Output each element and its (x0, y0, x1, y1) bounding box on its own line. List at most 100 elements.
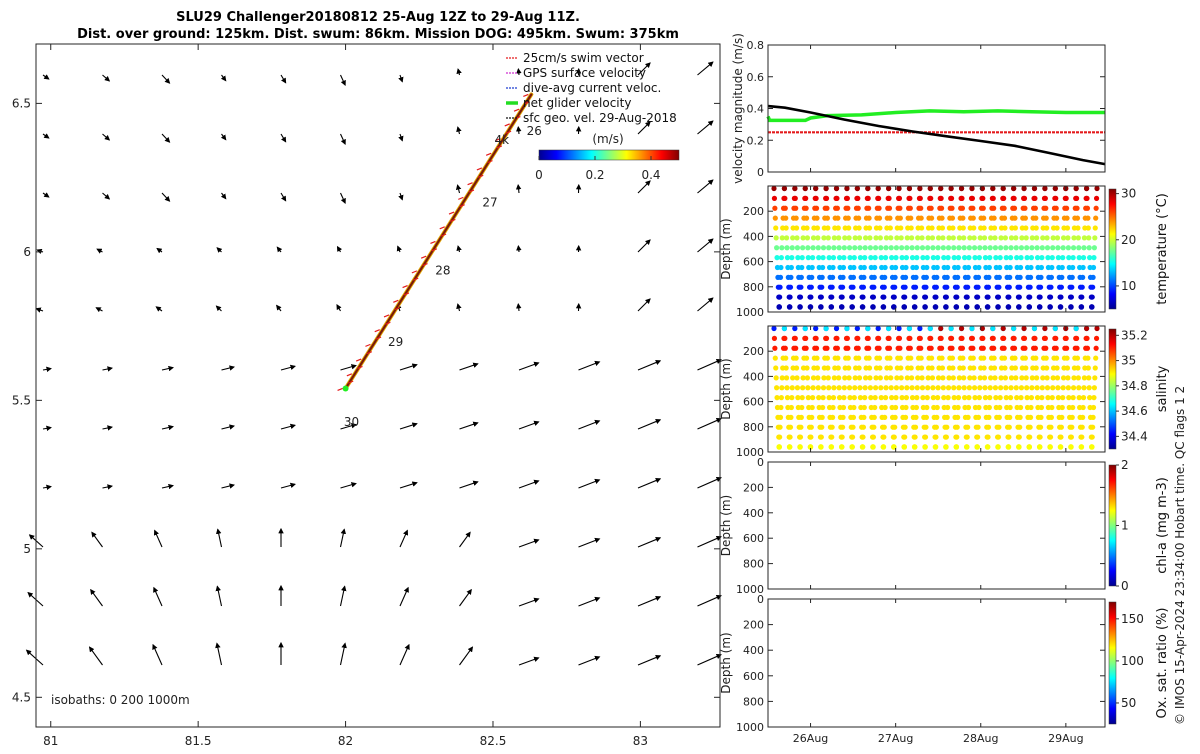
profile-point (985, 434, 990, 439)
profile-point (841, 405, 846, 410)
profile-point (784, 225, 789, 230)
profile-point (793, 346, 798, 351)
profile-point (1027, 434, 1032, 439)
profile-point (1039, 405, 1044, 410)
profile-point (1066, 385, 1071, 390)
profile-point (933, 434, 938, 439)
profile-point (901, 304, 907, 310)
profile-point (981, 206, 986, 211)
profile-point (967, 245, 972, 250)
profile-point (1028, 285, 1033, 290)
profile-point (870, 304, 876, 310)
profile-point (776, 444, 782, 450)
current-arrow (97, 249, 102, 252)
profile-point (774, 235, 779, 240)
profile-point (857, 385, 862, 390)
profile-point (897, 206, 902, 211)
profile-point (800, 385, 805, 390)
map-y-tick-label: 4.5 (12, 690, 31, 704)
current-arrow (36, 309, 43, 311)
profile-point (971, 365, 976, 370)
profile-point (808, 294, 813, 299)
profile-point (1044, 365, 1049, 370)
profile-point (987, 255, 992, 260)
profile-point (1084, 196, 1089, 201)
profile-point (1023, 356, 1028, 361)
profile-point (876, 326, 881, 331)
profile-point (1093, 356, 1098, 361)
profile-point (804, 356, 809, 361)
current-arrow (518, 246, 519, 252)
panel-colorbar (1109, 602, 1116, 724)
current-arrow (519, 422, 539, 429)
profile-point (929, 206, 934, 211)
current-arrow (162, 75, 170, 83)
profile-point (835, 346, 840, 351)
current-arrow (217, 248, 221, 252)
profile-point (1075, 356, 1080, 361)
profile-point (1032, 326, 1037, 331)
profile-point (798, 285, 803, 290)
profile-point (834, 196, 839, 201)
profile-point (816, 385, 821, 390)
profile-point (866, 206, 871, 211)
profile-point (930, 245, 935, 250)
profile-point (1029, 255, 1034, 260)
profile-point (991, 196, 996, 201)
profile-point (997, 275, 1002, 280)
profile-point (924, 265, 929, 270)
profile-point (897, 196, 902, 201)
profile-point (861, 415, 866, 420)
profile-point (1086, 375, 1091, 380)
current-arrow (579, 539, 600, 547)
profile-point (1014, 245, 1019, 250)
profile-point (856, 346, 861, 351)
profile-point (823, 186, 828, 191)
profile-point (782, 196, 787, 201)
profile-point (872, 275, 877, 280)
profile-point (975, 425, 980, 430)
profile-point (1019, 385, 1024, 390)
profile-point (1021, 186, 1026, 191)
profile-point (1028, 415, 1033, 420)
profile-point (792, 326, 797, 331)
profile-point (1033, 346, 1038, 351)
swim-vector (412, 271, 417, 273)
profile-point (783, 356, 788, 361)
y-tick-label: 600 (743, 670, 764, 683)
profile-point (1044, 356, 1049, 361)
profile-point (809, 415, 814, 420)
profile-point (1028, 425, 1033, 430)
profile-point (1069, 434, 1074, 439)
current-arrow (458, 185, 460, 193)
profile-point (1047, 444, 1053, 450)
profile-point (1006, 304, 1012, 310)
current-arrow (698, 180, 713, 193)
current-arrow (698, 360, 721, 370)
profile-point (977, 385, 982, 390)
profile-point (888, 375, 893, 380)
profile-point (1048, 285, 1053, 290)
profile-point (849, 304, 855, 310)
profile-point (993, 245, 998, 250)
profile-point (959, 186, 964, 191)
profile-point (779, 385, 784, 390)
profile-point (1091, 255, 1096, 260)
colorbar-label: chl-a (mg m-3) (1155, 477, 1170, 574)
profile-point (1013, 365, 1018, 370)
profile-point (1049, 265, 1054, 270)
current-arrow (341, 134, 346, 144)
profile-point (797, 444, 803, 450)
current-arrow (27, 650, 43, 665)
profile-point (820, 395, 825, 400)
profile-point (1039, 265, 1044, 270)
profile-point (1003, 385, 1008, 390)
profile-point (1058, 294, 1063, 299)
profile-point (857, 245, 862, 250)
profile-point (1066, 245, 1071, 250)
profile-point (1074, 346, 1079, 351)
profile-point (1071, 255, 1076, 260)
profile-point (936, 385, 941, 390)
profile-point (871, 285, 876, 290)
current-arrow (217, 643, 222, 665)
